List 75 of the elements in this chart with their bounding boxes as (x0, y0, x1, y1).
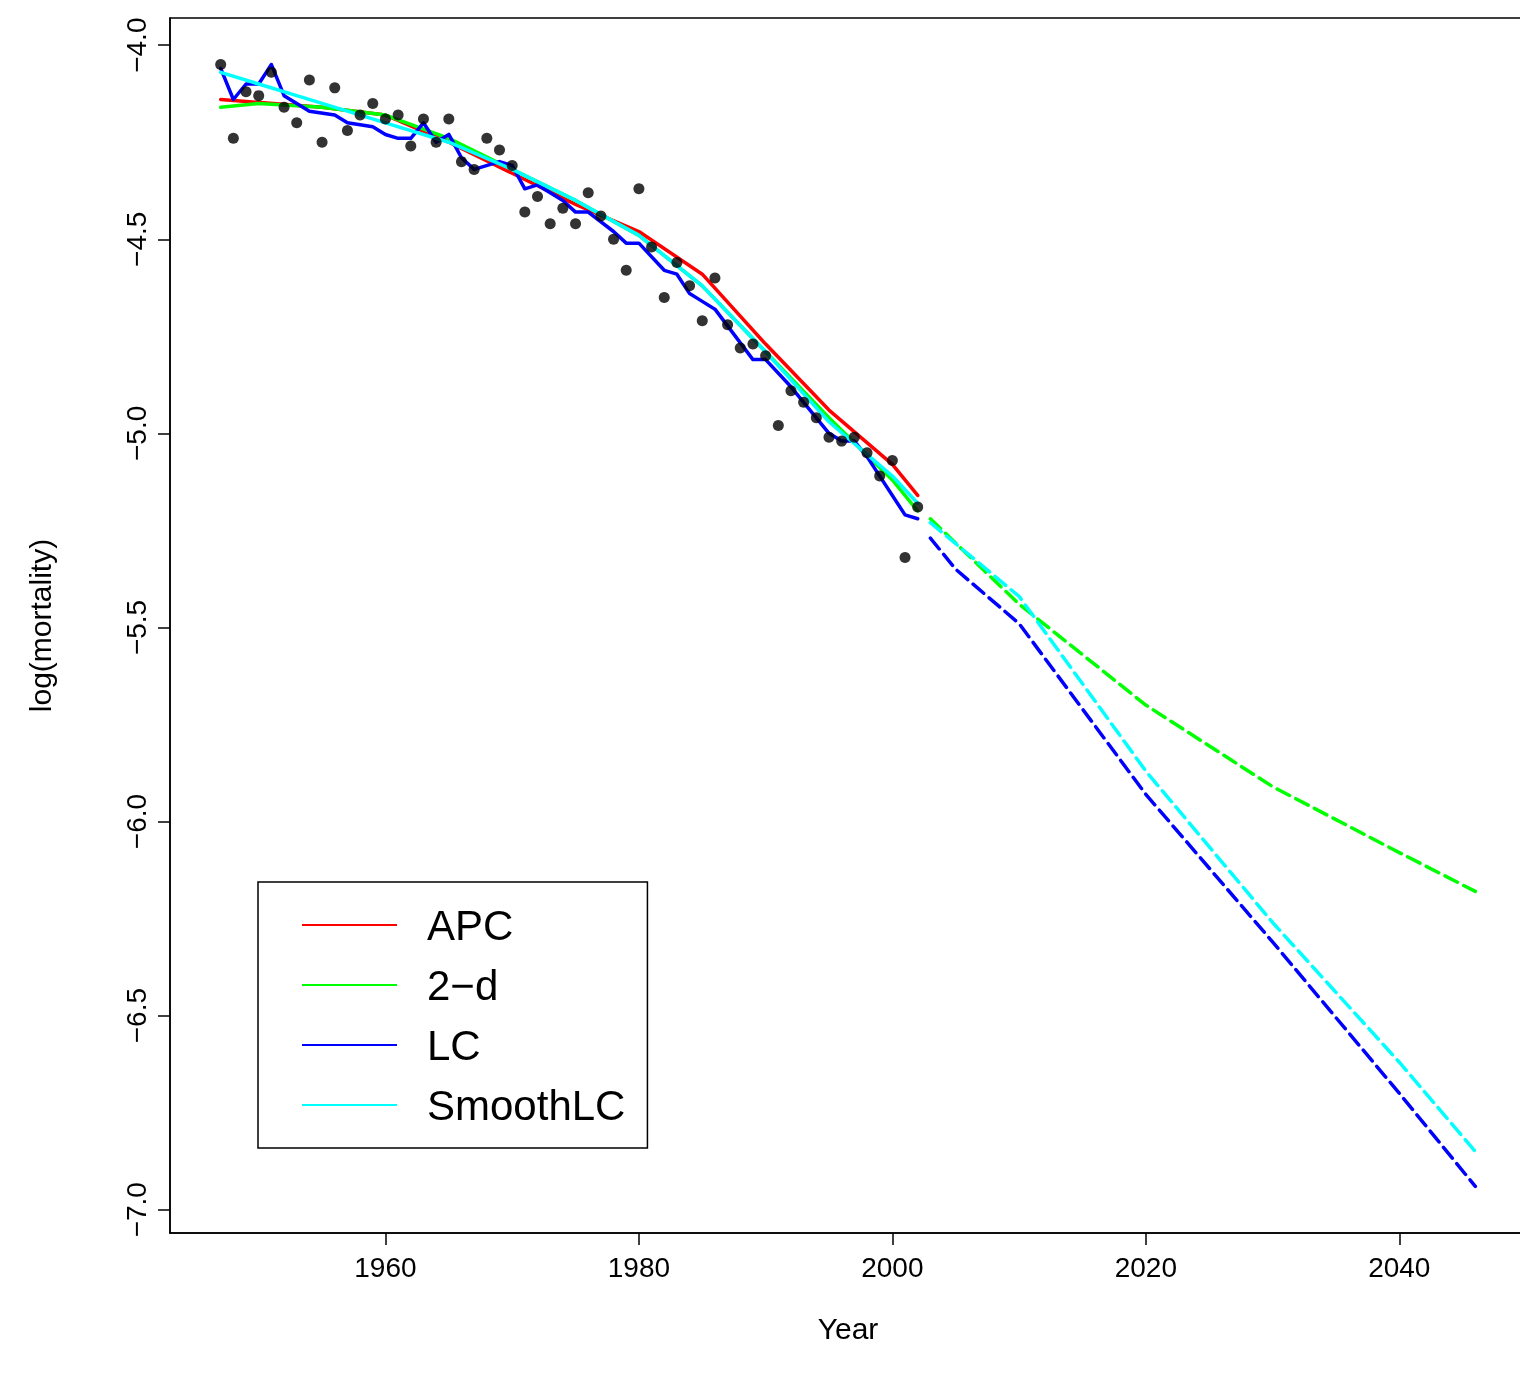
point (823, 431, 835, 443)
point (557, 202, 569, 214)
point (772, 420, 784, 432)
point (278, 101, 290, 113)
point (240, 86, 252, 98)
y-tick-label: −6.0 (120, 793, 152, 850)
point (392, 109, 404, 121)
point (417, 113, 429, 125)
point (874, 470, 886, 482)
point (734, 342, 746, 354)
x-tick-label: 2000 (861, 1251, 924, 1283)
point (810, 412, 822, 424)
point (506, 160, 518, 171)
point (468, 163, 480, 175)
point (848, 431, 860, 443)
point (633, 183, 645, 195)
point (544, 218, 556, 230)
point (430, 136, 442, 148)
point (912, 501, 924, 513)
legend-label: SmoothLC (427, 1081, 626, 1129)
x-tick-label: 1980 (607, 1251, 671, 1283)
point (899, 552, 911, 564)
legend-label: LC (427, 1021, 481, 1069)
point (709, 272, 721, 284)
point (215, 59, 227, 71)
point (443, 113, 455, 125)
point (671, 257, 683, 269)
point (303, 74, 315, 86)
point (227, 132, 239, 144)
point (836, 435, 848, 447)
legend-label: 2−d (427, 961, 499, 1009)
point (646, 241, 658, 253)
point (265, 66, 277, 78)
point (341, 125, 353, 137)
point (608, 233, 620, 245)
point (798, 396, 810, 408)
y-tick-label: −4.5 (120, 211, 152, 267)
y-tick-label: −5.0 (120, 405, 152, 461)
y-tick-label: −5.5 (120, 599, 152, 656)
point (722, 319, 734, 331)
point (886, 455, 898, 467)
y-tick-label: −4.0 (120, 17, 152, 73)
legend-label: APC (427, 901, 514, 949)
point (532, 191, 544, 203)
point (481, 132, 493, 144)
x-tick-label: 2020 (1114, 1251, 1177, 1283)
point (291, 117, 303, 129)
line-series (928, 517, 1478, 894)
point (455, 156, 467, 168)
point (582, 187, 594, 199)
point (253, 90, 265, 102)
x-tick-label: 1960 (354, 1251, 417, 1283)
y-tick-label: −7.0 (120, 1182, 152, 1238)
point (760, 350, 772, 362)
x-tick-label: 2040 (1368, 1251, 1431, 1283)
point (570, 218, 582, 230)
point (494, 144, 505, 156)
point (329, 82, 341, 94)
point (658, 291, 670, 303)
y-tick-label: −6.5 (120, 987, 152, 1044)
point (354, 109, 366, 121)
point (405, 140, 417, 152)
point (519, 206, 531, 218)
point (379, 113, 391, 125)
point (367, 97, 379, 109)
point (696, 315, 708, 327)
point (595, 210, 607, 222)
point (785, 385, 797, 397)
x-axis-title: Year (817, 1311, 879, 1345)
point (684, 280, 696, 292)
point (620, 264, 632, 276)
y-axis-title: log(mortality) (23, 538, 57, 713)
point (861, 447, 873, 459)
point (316, 136, 328, 148)
point (747, 338, 759, 350)
